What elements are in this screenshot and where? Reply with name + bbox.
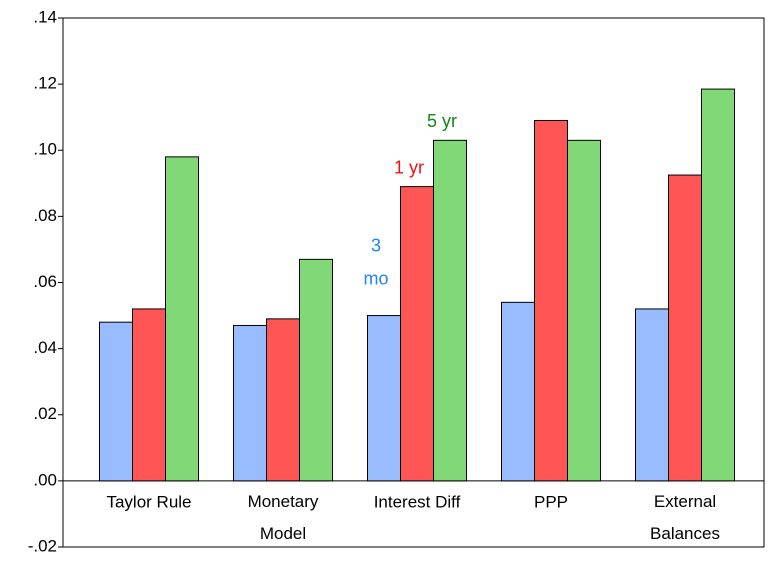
bar <box>534 119 568 482</box>
x-tick-label: External Balances <box>650 492 720 543</box>
y-tick-label: .10 <box>33 140 57 159</box>
bar <box>433 139 467 482</box>
bar <box>501 301 535 482</box>
bar <box>233 324 267 482</box>
legend-label: 5 yr <box>427 111 457 131</box>
y-tick-label: .14 <box>33 7 57 26</box>
legend-label: 1 yr <box>394 157 424 177</box>
bar <box>132 308 166 482</box>
y-tick-label: -.02 <box>28 536 57 555</box>
y-tick-label: .02 <box>33 404 57 423</box>
x-tick-label: Taylor Rule <box>106 492 191 511</box>
x-tick-label: PPP <box>534 492 568 511</box>
y-tick-label: .00 <box>33 470 57 489</box>
bar <box>400 186 434 482</box>
x-tick-label: Interest Diff <box>374 492 461 511</box>
bar <box>668 174 702 482</box>
bar <box>635 308 669 482</box>
bar <box>99 321 133 482</box>
x-tick-label: Monetary Model <box>248 492 319 543</box>
y-tick-label: .04 <box>33 338 57 357</box>
bar <box>367 315 401 482</box>
y-tick-label: .12 <box>33 74 57 93</box>
legend-label: 3 mo <box>363 235 388 288</box>
bar <box>165 156 199 482</box>
y-tick-label: .08 <box>33 206 57 225</box>
bar <box>299 258 333 482</box>
bar <box>567 139 601 482</box>
y-tick-label: .06 <box>33 272 57 291</box>
bar <box>701 88 735 482</box>
bar <box>266 318 300 482</box>
